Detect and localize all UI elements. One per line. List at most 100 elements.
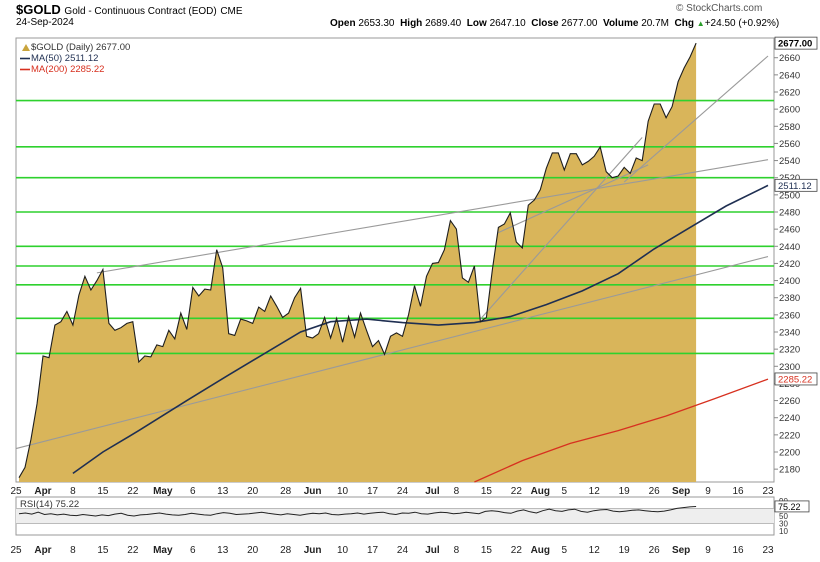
y-tick-label: 2440 <box>779 242 800 253</box>
trendline-1 <box>96 159 769 274</box>
x-axis-bottom-label: 9 <box>705 545 711 556</box>
watermark: © StockCharts.com <box>676 3 763 14</box>
y-tick-label: 2480 <box>779 208 800 219</box>
x-axis-bottom-label: 24 <box>397 545 409 556</box>
y-tick-label: 2220 <box>779 430 800 441</box>
trendline-3 <box>498 164 649 234</box>
ma200-tag: 2285.22 <box>778 374 812 385</box>
rsi-panel: RSI(14) 75.22103050709075.22 <box>15 496 810 536</box>
x-axis-top-label: 8 <box>454 486 460 497</box>
x-axis-top-label: 12 <box>589 486 601 497</box>
x-axis-top-label: 24 <box>397 486 409 497</box>
y-tick-label: 2460 <box>779 225 800 236</box>
main-panel: 2180220022202240226022802300232023402360… <box>15 36 818 483</box>
x-axis-bottom-label: 19 <box>619 545 631 556</box>
symbol-text: $GOLD <box>16 2 61 17</box>
x-axis-top-label: 15 <box>97 486 109 497</box>
x-axis-top-label: 10 <box>337 486 349 497</box>
rsi-tick-label: 30 <box>779 520 788 529</box>
x-axis-bottom-label: May <box>153 545 173 556</box>
x-axis-top-label: 17 <box>367 486 379 497</box>
legend-area-icon <box>22 44 30 51</box>
x-axis-bottom-label: 22 <box>127 545 139 556</box>
x-axis-top-label: 20 <box>247 486 259 497</box>
x-axis-top-label: May <box>153 486 173 497</box>
x-axis-bottom-label: 5 <box>561 545 567 556</box>
rsi-tag: 75.22 <box>778 502 801 512</box>
y-tick-label: 2580 <box>779 122 800 133</box>
y-tick-label: 2320 <box>779 345 800 356</box>
legend-entry-0: $GOLD (Daily) 2677.00 <box>31 42 130 53</box>
y-tick-label: 2560 <box>779 139 800 150</box>
x-axis-top-label: 22 <box>127 486 139 497</box>
x-axis-bottom-label: 15 <box>97 545 109 556</box>
y-tick-label: 2360 <box>779 310 800 321</box>
y-tick-label: 2520 <box>779 173 800 184</box>
x-axis-bottom-label: 10 <box>337 545 349 556</box>
x-axis-top-label: 8 <box>70 486 76 497</box>
x-axis-top-label: 23 <box>762 486 774 497</box>
y-tick-label: 2200 <box>779 448 800 459</box>
ohlc-volume: Volume 20.7M <box>603 18 669 29</box>
ohlc-open: Open 2653.30 <box>330 18 395 29</box>
y-tick-label: 2500 <box>779 190 800 201</box>
x-axis-bottom-label: 6 <box>190 545 196 556</box>
y-tick-label: 2600 <box>779 105 800 116</box>
x-axis-top-label: 25 <box>10 486 22 497</box>
x-axis-top-label: 15 <box>481 486 493 497</box>
last-price-tag: 2677.00 <box>778 39 812 50</box>
x-axis-bottom-label: Jun <box>304 545 322 556</box>
x-axis-top-label: 22 <box>511 486 523 497</box>
x-axis-bottom-label: Sep <box>672 545 690 556</box>
x-axis-top-label: Jun <box>304 486 322 497</box>
y-tick-label: 2260 <box>779 396 800 407</box>
y-tick-label: 2420 <box>779 259 800 270</box>
last-price-tag-box <box>774 36 818 50</box>
x-axis-bottom-label: 17 <box>367 545 379 556</box>
x-axis-bottom-label: 13 <box>217 545 229 556</box>
y-tick-label: 2340 <box>779 328 800 339</box>
x-axis-top-label: 28 <box>280 486 292 497</box>
ohlc-change: Chg ▲+24.50 (+0.92%) <box>674 18 780 29</box>
rsi-line <box>18 506 697 517</box>
ohlc-low: Low 2647.10 <box>466 18 526 29</box>
y-tick-label: 2540 <box>779 156 800 167</box>
x-axis-top-label: 13 <box>217 486 229 497</box>
ohlc-close: Close 2677.00 <box>531 18 598 29</box>
x-axis-top-label: 6 <box>190 486 196 497</box>
y-tick-label: 2380 <box>779 293 800 304</box>
rsi-tag-box <box>774 500 810 513</box>
x-axis-top-label: 16 <box>732 486 744 497</box>
y-tick-label: 2400 <box>779 276 800 287</box>
x-axis-top-label: 5 <box>561 486 567 497</box>
x-axis-top-label: 19 <box>619 486 631 497</box>
rsi-neutral-band <box>16 508 774 524</box>
rsi-label: RSI(14) 75.22 <box>20 499 79 510</box>
trendline-4 <box>623 55 769 183</box>
price-area <box>18 43 697 482</box>
x-axis-bottom-label: 22 <box>511 545 523 556</box>
x-axis-top-label: 26 <box>649 486 661 497</box>
x-axis-top-label: Sep <box>672 486 690 497</box>
y-tick-label: 2180 <box>779 465 800 476</box>
ohlc-high: High 2689.40 <box>400 18 462 29</box>
ma50-tag: 2511.12 <box>778 181 812 192</box>
y-tick-label: 2300 <box>779 362 800 373</box>
x-axis-bottom-label: 23 <box>762 545 774 556</box>
x-axis-bottom-label: 16 <box>732 545 744 556</box>
price-line <box>18 42 697 478</box>
exchange-name: CME <box>220 6 243 17</box>
trendline-2 <box>479 137 643 320</box>
y-tick-label: 2620 <box>779 88 800 99</box>
x-axis-bottom-label: 8 <box>454 545 460 556</box>
x-axis-bottom-label: 8 <box>70 545 76 556</box>
x-axis-bottom-label: 26 <box>649 545 661 556</box>
chart-symbol: $GOLD Gold - Continuous Contract (EOD) C… <box>16 2 243 17</box>
trendline-0 <box>15 256 769 450</box>
x-axis-top-label: 9 <box>705 486 711 497</box>
x-axis-bottom-label: 12 <box>589 545 601 556</box>
legend-entry-2: MA(200) 2285.22 <box>31 64 104 75</box>
x-axis-bottom-label: 28 <box>280 545 292 556</box>
legend-entry-1: MA(50) 2511.12 <box>31 53 98 64</box>
